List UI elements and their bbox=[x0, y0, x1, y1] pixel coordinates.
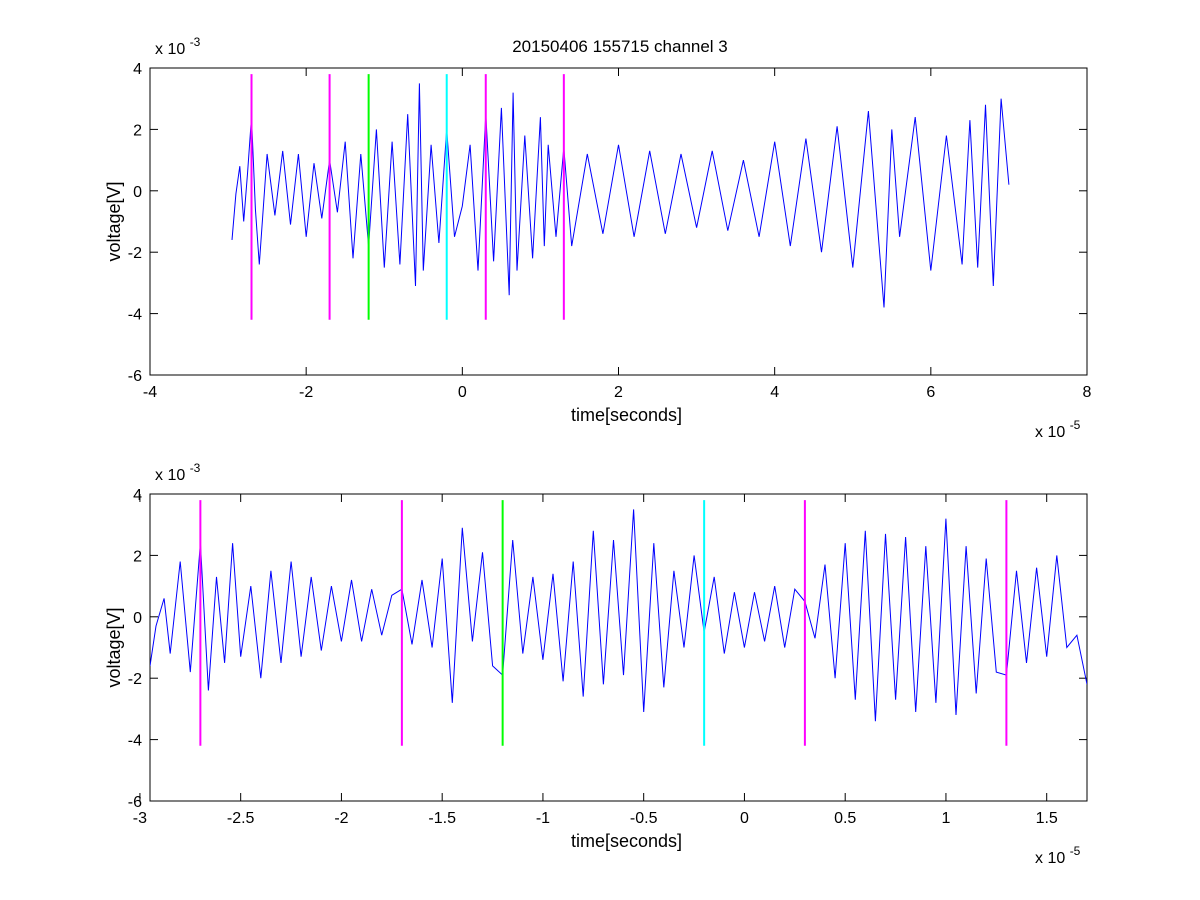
y-tick-label: 2 bbox=[133, 548, 142, 565]
bottom-plot: -3 -2.5 -2 -1.5 -1 -0.5 0 0.5 1 1.5 -6 -4 -2 0 2 4 time[… bbox=[104, 461, 1088, 867]
x-tick-label: -2 bbox=[299, 384, 313, 401]
x-tick-label: 1.5 bbox=[1036, 810, 1058, 827]
axes-box bbox=[149, 493, 1088, 802]
y-tick-label: -6 bbox=[128, 794, 142, 811]
top-plot: -4 -2 0 2 4 6 8-6-4-2024time[seconds]voltage[V… bbox=[104, 35, 1092, 441]
y-tick-label: 2 bbox=[133, 122, 142, 139]
y-exponent-power: -3 bbox=[190, 35, 201, 49]
y-exponent-label: x 10 -3 bbox=[155, 35, 201, 58]
signal-series-line bbox=[150, 509, 1087, 722]
x-exponent-power: -5 bbox=[1070, 418, 1081, 432]
y-exponent-label: x 10 -3 bbox=[155, 461, 201, 484]
x-tick-label: 0.5 bbox=[834, 810, 856, 827]
y-tick-label: -2 bbox=[128, 245, 142, 262]
x-tick-label: 2 bbox=[614, 384, 623, 401]
x-axis-label: time[seconds] bbox=[571, 831, 682, 851]
x-tick-label: 8 bbox=[1083, 384, 1092, 401]
x-tick-label: -2 bbox=[334, 810, 348, 827]
x-tick-label: -1.5 bbox=[428, 810, 456, 827]
y-axis-label: voltage[V] bbox=[104, 607, 124, 687]
x-tick-label: -0.5 bbox=[630, 810, 658, 827]
y-tick-label: 0 bbox=[133, 610, 142, 627]
y-exponent-power: -3 bbox=[190, 461, 201, 475]
y-tick-label: 4 bbox=[133, 61, 142, 78]
x-tick-label: 0 bbox=[740, 810, 749, 827]
y-axis-label: voltage[V] bbox=[104, 181, 124, 261]
x-tick-label: -1 bbox=[536, 810, 550, 827]
y-tick-label: -6 bbox=[128, 368, 142, 385]
signal-series-line bbox=[231, 83, 1010, 308]
y-tick-label: -4 bbox=[128, 733, 142, 750]
x-tick-label: -4 bbox=[143, 384, 157, 401]
y-tick-label: 0 bbox=[133, 184, 142, 201]
x-tick-label: 4 bbox=[770, 384, 779, 401]
x-exponent-power: -5 bbox=[1070, 844, 1081, 858]
y-tick-label: -2 bbox=[128, 671, 142, 688]
x-exponent-label: x 10 -5 bbox=[1035, 844, 1081, 867]
x-tick-label: 6 bbox=[926, 384, 935, 401]
x-tick-label: -3 bbox=[133, 810, 147, 827]
x-axis-label: time[seconds] bbox=[571, 405, 682, 425]
y-tick-label: -4 bbox=[128, 307, 142, 324]
x-tick-label: 0 bbox=[458, 384, 467, 401]
x-exponent-label: x 10 -5 bbox=[1035, 418, 1081, 441]
x-tick-label: 1 bbox=[941, 810, 950, 827]
figure-title: 20150406 155715 channel 3 bbox=[512, 37, 728, 56]
y-tick-label: 4 bbox=[133, 487, 142, 504]
x-tick-label: -2.5 bbox=[227, 810, 255, 827]
